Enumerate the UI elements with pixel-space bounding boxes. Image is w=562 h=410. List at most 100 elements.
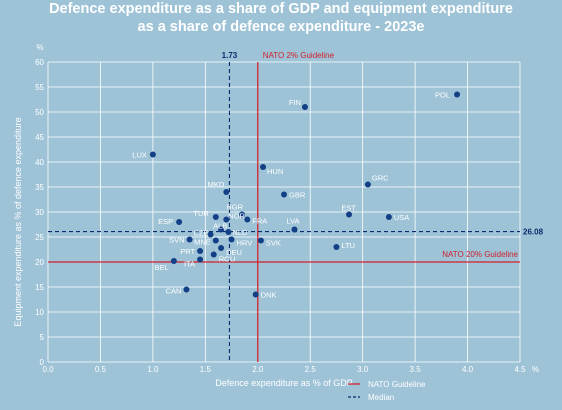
x-tick-label: 1.0	[147, 365, 159, 374]
x-tick-label: 0.0	[42, 365, 54, 374]
point-label: FRA	[252, 217, 267, 226]
x-tick-label: 4.5	[514, 365, 526, 374]
data-point	[260, 164, 267, 170]
point-label: GRC	[372, 174, 389, 183]
chart-title-line1: Defence expenditure as a share of GDP an…	[49, 1, 513, 17]
y-tick-label: 45	[35, 133, 44, 142]
point-label: GBR	[289, 191, 306, 200]
point-label: NLD	[232, 228, 248, 237]
data-point	[301, 104, 308, 110]
legend-label: Median	[368, 393, 394, 402]
data-point	[176, 219, 183, 225]
x-tick-label: 0.5	[95, 365, 107, 374]
y-tick-label: 30	[35, 208, 44, 217]
data-point	[281, 191, 287, 198]
data-point	[210, 251, 217, 258]
data-point	[364, 181, 371, 188]
point-label: LVA	[286, 217, 299, 226]
point-label: ALB	[213, 222, 227, 231]
point-label: FIN	[289, 98, 301, 107]
grid-lines	[47, 61, 521, 363]
x-tick-label: 4.0	[462, 365, 474, 374]
point-label: USA	[394, 213, 409, 222]
y-tick-label: 40	[35, 158, 44, 167]
data-point	[244, 216, 251, 223]
median-x-label: 1.73	[222, 51, 238, 60]
data-point	[223, 216, 230, 223]
y-tick-label: 25	[35, 233, 44, 242]
y-tick-label: 35	[35, 183, 44, 192]
nato-2pct-label: NATO 2% Guideline	[263, 51, 335, 60]
y-tick-label: 55	[35, 83, 44, 92]
x-tick-label: 2.5	[305, 365, 317, 374]
reference-lines: NATO 2% Guideline NATO 20% Guideline 1.73 2…	[48, 51, 544, 362]
data-point	[346, 211, 353, 218]
chart-title: Defence expenditure as a share of GDP an…	[0, 0, 562, 36]
point-label: MKD	[208, 180, 225, 189]
data-point	[218, 226, 225, 233]
data-point	[218, 245, 225, 251]
data-point	[149, 151, 156, 158]
point-label: ITA	[184, 260, 195, 269]
data-point	[252, 291, 259, 298]
point-label: CAN	[166, 287, 182, 296]
data-points: POL FIN LUX HUN GRC MKD GBR BGR EST USA TUR NOR FRA E…	[132, 91, 461, 300]
point-label: POL	[435, 91, 450, 100]
y-tick-label: 20	[35, 258, 44, 267]
data-point	[225, 229, 232, 235]
point-label: CZE	[194, 229, 209, 238]
data-point	[228, 236, 235, 243]
y-tick-label: 50	[35, 108, 44, 117]
y-tick-label: 5	[40, 333, 45, 342]
x-axis-title: Defence expenditure as % of GDP	[215, 378, 353, 388]
point-label: MNE	[194, 238, 211, 247]
y-tick-label: 0	[40, 358, 45, 367]
point-label: NOR	[228, 212, 245, 221]
y-tick-label: 60	[35, 58, 44, 67]
point-label: SVN	[169, 236, 184, 245]
nato-20pct-label: NATO 20% Guideline	[442, 250, 518, 259]
y-axis-title: Equipment expenditure as % of defence ex…	[13, 117, 23, 326]
data-point	[385, 214, 392, 220]
data-point	[333, 244, 340, 250]
point-label: HRV	[237, 239, 253, 248]
point-label: PRT	[180, 247, 195, 256]
data-point	[239, 211, 246, 218]
data-point	[212, 214, 219, 220]
data-point	[183, 286, 190, 293]
point-label: EST	[341, 204, 356, 213]
point-label: ESP	[158, 217, 173, 226]
x-tick-label: 3.5	[410, 365, 422, 374]
y-tick-label: 15	[35, 283, 44, 292]
data-point	[223, 189, 230, 195]
chart-title-line2: as a share of defence expenditure - 2023…	[137, 19, 425, 35]
x-tick-label: 2.0	[252, 365, 264, 374]
x-tick-label: 3.0	[357, 365, 369, 374]
point-label: LUX	[132, 151, 147, 160]
data-point	[197, 256, 204, 263]
data-point	[212, 237, 219, 244]
point-label: ROU	[219, 255, 236, 264]
data-point	[454, 91, 461, 98]
legend-label: NATO Guideline	[368, 380, 426, 389]
tick-labels: 0.0 0.5 1.0 1.5 2.0 2.5 3.0 3.5 4.0 4.5 0 5 10 15 20 25…	[35, 58, 526, 374]
median-y-label: 26.08	[523, 228, 544, 237]
y-tick-label: 10	[35, 308, 44, 317]
data-point	[291, 226, 298, 233]
legend: NATO Guideline Median	[348, 380, 426, 402]
data-point	[257, 237, 264, 244]
point-label: SVK	[266, 239, 281, 248]
x-unit-label: %	[532, 365, 539, 374]
point-label: BEL	[155, 263, 169, 272]
point-label: BGR	[227, 203, 244, 212]
point-label: LTU	[341, 241, 355, 250]
y-unit-label: %	[36, 43, 43, 52]
data-point	[197, 248, 204, 254]
point-label: HUN	[267, 167, 283, 176]
data-point	[186, 236, 193, 243]
point-label: DEU	[226, 248, 242, 257]
x-tick-label: 1.5	[200, 365, 212, 374]
point-label: DNK	[261, 291, 277, 300]
data-point	[170, 258, 177, 264]
